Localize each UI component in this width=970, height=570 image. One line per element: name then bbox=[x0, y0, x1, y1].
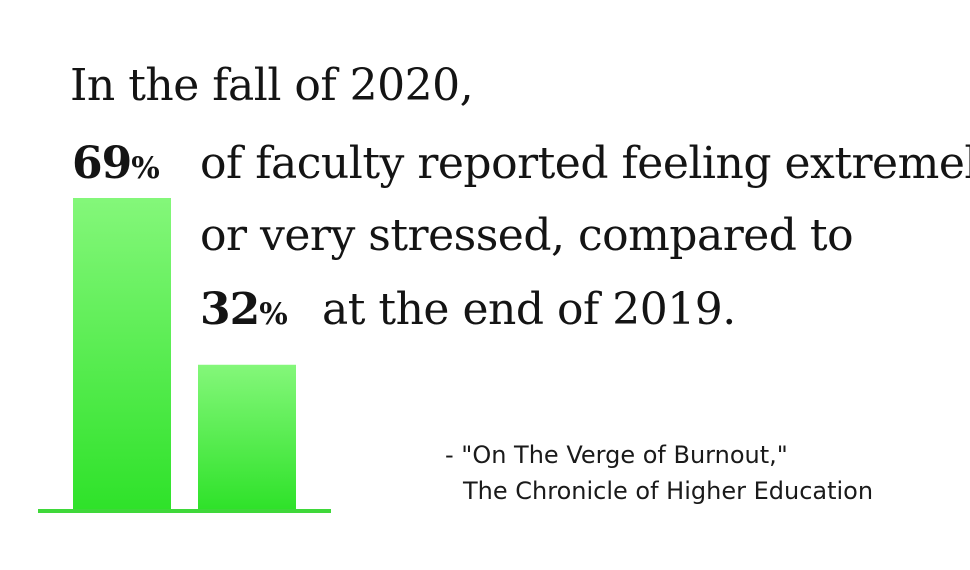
bar-2020 bbox=[73, 198, 171, 509]
statement-line-1: of faculty reported feeling extremely bbox=[200, 138, 970, 189]
statement-line-2: or very stressed, compared to bbox=[200, 210, 854, 261]
value-label-2020-number: 69 bbox=[72, 138, 132, 189]
citation: - "On The Verge of Burnout," The Chronic… bbox=[445, 437, 873, 509]
value-label-2019: 32% bbox=[200, 284, 288, 335]
value-label-2019-number: 32 bbox=[200, 284, 260, 335]
citation-line-2: The Chronicle of Higher Education bbox=[463, 477, 874, 505]
headline: In the fall of 2020, bbox=[70, 60, 474, 111]
value-label-2019-percent: % bbox=[259, 297, 287, 332]
value-label-2020-percent: % bbox=[131, 151, 159, 186]
statement-line-3: at the end of 2019. bbox=[322, 284, 736, 335]
value-label-2020: 69% bbox=[72, 138, 160, 189]
citation-line-1: - "On The Verge of Burnout," bbox=[445, 441, 788, 469]
bar-2019 bbox=[198, 364, 296, 509]
